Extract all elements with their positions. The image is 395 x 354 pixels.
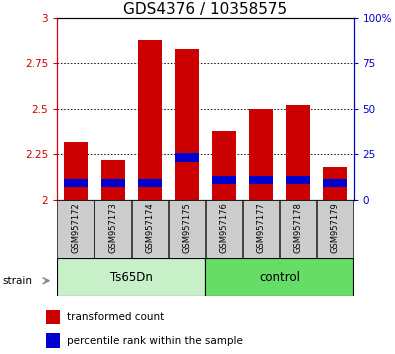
Bar xyxy=(205,200,242,258)
Bar xyxy=(169,200,205,258)
Bar xyxy=(323,179,347,187)
Text: transformed count: transformed count xyxy=(67,312,164,322)
Bar xyxy=(175,49,199,200)
Bar xyxy=(249,109,273,200)
Bar xyxy=(94,200,131,258)
Bar xyxy=(64,179,88,187)
Text: Ts65Dn: Ts65Dn xyxy=(110,270,153,284)
Bar xyxy=(212,131,236,200)
Bar xyxy=(57,200,94,258)
Bar xyxy=(280,200,316,258)
Bar xyxy=(249,176,273,184)
Bar xyxy=(57,258,205,296)
Bar xyxy=(317,200,354,258)
Bar xyxy=(286,176,310,184)
Text: GSM957177: GSM957177 xyxy=(256,202,265,253)
Bar xyxy=(323,167,347,200)
Bar xyxy=(138,40,162,200)
Text: GSM957175: GSM957175 xyxy=(182,203,192,253)
Bar xyxy=(46,333,60,348)
Text: GSM957179: GSM957179 xyxy=(331,203,340,253)
Bar xyxy=(101,179,125,187)
Bar xyxy=(175,153,199,162)
Bar xyxy=(46,310,60,324)
Text: GSM957174: GSM957174 xyxy=(145,203,154,253)
Bar xyxy=(243,200,279,258)
Text: control: control xyxy=(259,270,300,284)
Bar xyxy=(212,176,236,184)
Bar xyxy=(64,142,88,200)
Bar xyxy=(286,105,310,200)
Text: strain: strain xyxy=(2,276,32,286)
Bar xyxy=(132,200,168,258)
Text: GSM957173: GSM957173 xyxy=(108,202,117,253)
Title: GDS4376 / 10358575: GDS4376 / 10358575 xyxy=(123,1,288,17)
Text: GSM957176: GSM957176 xyxy=(219,202,228,253)
Text: GSM957178: GSM957178 xyxy=(293,202,303,253)
Text: percentile rank within the sample: percentile rank within the sample xyxy=(67,336,243,346)
Bar xyxy=(205,258,353,296)
Text: GSM957172: GSM957172 xyxy=(71,203,80,253)
Bar xyxy=(101,160,125,200)
Bar xyxy=(138,179,162,187)
